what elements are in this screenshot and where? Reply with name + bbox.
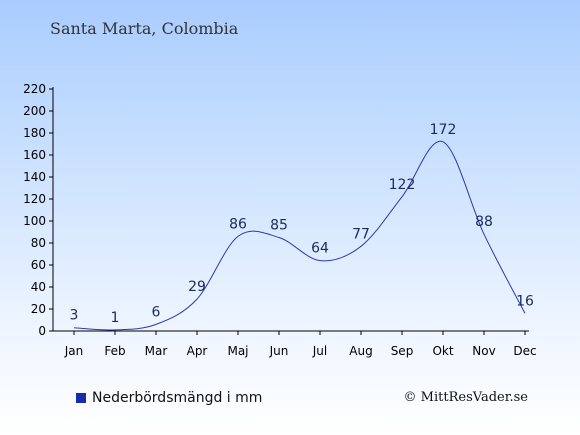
data-label: 64	[311, 241, 329, 257]
y-tick-label: 0	[38, 324, 46, 338]
location-title: Santa Marta, Colombia	[50, 19, 239, 38]
y-tick-label: 220	[23, 82, 46, 96]
data-label: 16	[516, 293, 534, 309]
y-tick-label: 80	[31, 236, 46, 250]
copyright-text: © MittResVader.se	[403, 390, 528, 405]
y-tick-label: 20	[31, 302, 46, 316]
x-tick-label: Apr	[187, 344, 208, 358]
x-tick-label: Mar	[145, 344, 168, 358]
data-label: 86	[229, 216, 247, 232]
x-tick-label: Feb	[104, 344, 125, 358]
data-label: 88	[475, 214, 493, 230]
x-tick-label: Jul	[312, 344, 327, 358]
x-tick-label: Maj	[227, 344, 248, 358]
y-tick-label: 120	[23, 192, 46, 206]
y-tick-label: 100	[23, 214, 46, 228]
x-tick-label: Aug	[349, 344, 372, 358]
legend-swatch	[76, 393, 86, 403]
x-tick-label: Dec	[513, 344, 536, 358]
axis-ticks: 0 20 40 60 80 100 120 140 160 180 200 220 Jan Feb Mar A…	[23, 82, 537, 358]
x-tick-label: Okt	[432, 344, 453, 358]
legend-label: Nederbördsmängd i mm	[92, 390, 263, 406]
y-tick-label: 140	[23, 170, 46, 184]
data-label: 77	[352, 226, 370, 242]
data-label: 122	[389, 177, 416, 193]
legend: Nederbördsmängd i mm	[76, 390, 262, 406]
x-tick-label: Nov	[472, 344, 495, 358]
y-tick-label: 40	[31, 280, 46, 294]
data-label: 172	[430, 122, 457, 138]
data-label: 85	[270, 218, 288, 234]
x-tick-label: Sep	[391, 344, 414, 358]
data-label: 1	[111, 310, 120, 326]
y-tick-label: 200	[23, 104, 46, 118]
axes	[52, 87, 529, 332]
y-tick-label: 180	[23, 126, 46, 140]
y-tick-label: 60	[31, 258, 46, 272]
data-label: 3	[70, 308, 79, 324]
y-tick-label: 160	[23, 148, 46, 162]
precipitation-line	[73, 140, 526, 331]
x-tick-label: Jun	[269, 344, 289, 358]
data-label: 29	[188, 279, 206, 295]
data-label: 6	[152, 304, 161, 320]
x-tick-label: Jan	[64, 344, 84, 358]
